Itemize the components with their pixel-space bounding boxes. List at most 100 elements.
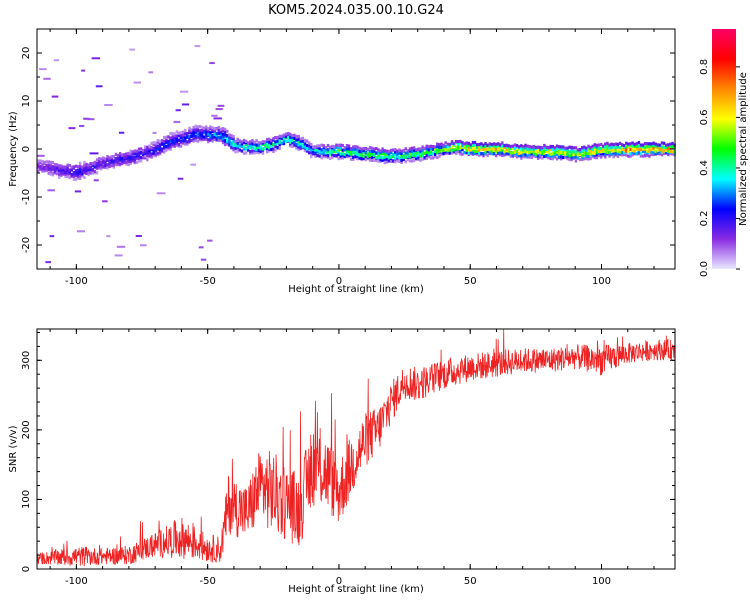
spectrogram-cell [436, 155, 439, 160]
spectrogram-cell [669, 142, 672, 146]
spectrogram-cell [207, 127, 210, 131]
spectrogram-cell [205, 137, 208, 141]
spectrogram-cell [648, 144, 651, 149]
spectrogram-cell [305, 139, 309, 143]
spectrogram-cell [570, 156, 573, 160]
spectrogram-cell [83, 117, 90, 120]
spectrogram-cell [627, 145, 630, 149]
spectrogram-cell [381, 147, 384, 151]
spectrogram-cell [400, 154, 403, 158]
spectrogram-cell [83, 175, 86, 179]
spectrogram-cell [316, 153, 319, 158]
spectrogram-cell [606, 144, 609, 148]
spectrogram-cell [658, 150, 662, 154]
spectrogram-cell [654, 142, 657, 146]
spectrogram-cell [282, 133, 286, 137]
spectrogram-cell [74, 172, 78, 176]
spectrogram-cell [560, 147, 563, 151]
spectrogram-cell [39, 164, 42, 168]
spectrogram-cell [293, 140, 296, 145]
spectrogram-cell [467, 151, 470, 155]
spectrogram-cell [121, 161, 124, 165]
spectrogram-cell [148, 148, 151, 153]
spectrogram-cell [95, 164, 99, 168]
spectrogram-cell [457, 142, 460, 146]
spectrogram-cell [186, 131, 189, 136]
spectrogram-cell [123, 153, 126, 157]
spectrogram-cell [433, 145, 437, 149]
spectrogram-cell [200, 130, 204, 134]
spectrogram-cell [175, 130, 179, 134]
spectrogram-cell [595, 152, 599, 157]
spectrogram-cell [265, 146, 269, 151]
spectrogram-cell [587, 151, 590, 156]
spectrogram-cell [259, 147, 263, 151]
spectrogram-cell [133, 151, 137, 156]
spectrogram-cell [184, 139, 187, 143]
spectrogram-cell [188, 131, 191, 135]
spectrogram-cell [570, 158, 573, 162]
spectrogram-cell [95, 85, 103, 88]
spectrogram-cell [553, 155, 557, 159]
spectrogram-cell [58, 164, 61, 168]
spectrogram-cell [373, 147, 376, 151]
spectrogram-cell [631, 141, 634, 145]
spectrogram-cell [591, 147, 594, 152]
spectrogram-cell [255, 145, 258, 149]
spectrogram-cell [79, 164, 82, 168]
spectrogram-cell [454, 151, 458, 155]
spectrogram-cell [658, 152, 662, 156]
spectrogram-cell [322, 153, 326, 157]
spectrogram-cell [91, 171, 95, 175]
spectrogram-cell [97, 159, 101, 164]
spectrogram-cell [547, 146, 550, 150]
spectrogram-cell [583, 157, 586, 161]
spectrogram-cell [295, 146, 298, 150]
spectrogram-cell [551, 144, 555, 149]
spectrogram-cell [484, 147, 487, 152]
snr-y-ticks: 0 100 200 300 [21, 331, 675, 572]
spectrogram-cell [303, 138, 307, 142]
spectrogram-cell [207, 132, 210, 136]
spectrogram-cell [43, 165, 46, 169]
spectrogram-cell [492, 151, 496, 156]
spectrogram-cell [509, 144, 512, 149]
spectrogram-cell [528, 150, 531, 154]
spectrogram-cell [39, 167, 42, 171]
spectrogram-cell [667, 149, 670, 154]
spectrogram-cell [49, 164, 53, 168]
spectrogram-cell [534, 145, 538, 150]
spectrogram-cell [186, 140, 189, 144]
spectrogram-cell [49, 235, 55, 238]
spectrogram-cell [79, 176, 82, 180]
spectrogram-cell [152, 154, 155, 158]
spectrogram-cell [286, 131, 290, 136]
spectrogram-cell [316, 150, 319, 154]
spectrogram-cell [528, 155, 531, 159]
spectrogram-cell [482, 146, 485, 151]
spectrogram-cell [473, 146, 477, 150]
spectrogram-cell [669, 149, 672, 154]
spectrogram-cell [118, 158, 122, 162]
spectrogram-cell [383, 157, 386, 161]
spectrogram-cell [148, 146, 151, 150]
spectrogram-cell [637, 140, 641, 145]
spectrogram-cell [259, 141, 263, 145]
spectrogram-cell [169, 136, 172, 140]
spectrogram-y-tick-label: 0 [21, 146, 32, 152]
spectrogram-cell [608, 154, 611, 158]
spectrogram-cell [66, 170, 69, 174]
spectrogram-cell [370, 149, 374, 154]
spectrogram-cell [310, 143, 313, 147]
spectrogram-cell [639, 154, 643, 158]
spectrogram-cell [173, 136, 176, 141]
spectrogram-cell [364, 157, 368, 162]
spectrogram-cell [593, 155, 597, 160]
spectrogram-cell [104, 159, 107, 163]
spectrogram-cell [394, 150, 397, 154]
spectrogram-cell [513, 150, 517, 155]
spectrogram-cell [215, 108, 223, 111]
spectrogram-cell [257, 141, 260, 145]
spectrogram-cell [566, 146, 569, 150]
